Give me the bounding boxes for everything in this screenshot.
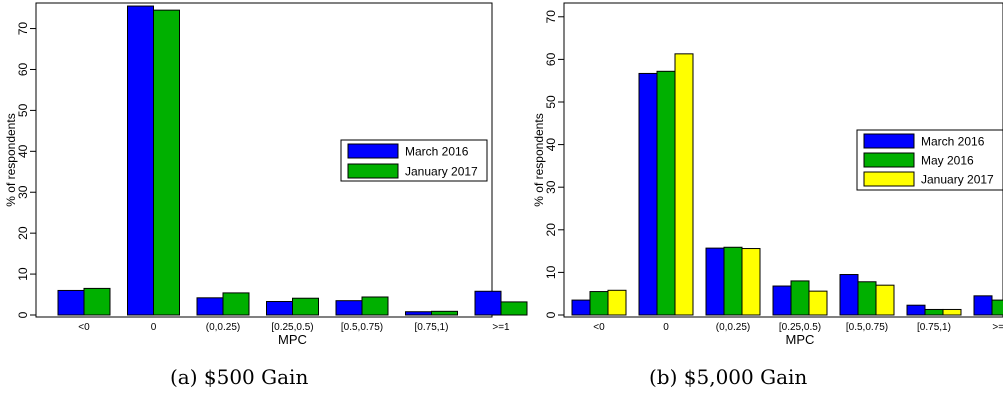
x-axis-label: MPC	[786, 332, 815, 347]
bar	[405, 311, 432, 316]
y-tick-label: 70	[544, 10, 558, 24]
bar	[741, 248, 761, 316]
bar	[705, 247, 725, 316]
legend: March 2016 May 2016 January 2017	[856, 129, 1003, 191]
y-tick-label: 0	[16, 311, 30, 318]
legend-label: January 2017	[405, 165, 478, 179]
x-tick-label: [0.25,0.5)	[779, 322, 821, 333]
legend-label: May 2016	[921, 154, 974, 168]
y-tick-label: 20	[16, 226, 30, 240]
bar	[857, 281, 877, 316]
y-tick-label: 50	[16, 103, 30, 117]
bar	[83, 287, 111, 316]
caption-a: (a) $500 Gain	[170, 365, 309, 389]
x-axis-label: MPC	[278, 332, 307, 347]
caption-b: (b) $5,000 Gain	[649, 365, 808, 389]
bar	[808, 290, 828, 316]
x-tick-label: 0	[151, 322, 157, 333]
legend-label: March 2016	[921, 135, 985, 149]
bar	[991, 299, 1003, 316]
bar	[431, 310, 458, 316]
y-tick-label: 70	[16, 22, 30, 36]
bar	[723, 246, 743, 316]
plot-frame	[563, 2, 1003, 318]
bar	[638, 72, 658, 316]
bar	[474, 290, 502, 316]
x-tick-label: (0,0.25)	[716, 322, 750, 333]
x-tick-label: <0	[78, 322, 90, 333]
bar	[222, 292, 250, 316]
x-tick-label: 0	[663, 322, 669, 333]
bar	[292, 297, 319, 316]
x-tick-label: [0.25,0.5)	[271, 322, 313, 333]
plot-frame	[35, 2, 493, 318]
bar	[153, 9, 180, 316]
y-tick-label: 20	[544, 223, 558, 237]
y-tick-label: 0	[544, 311, 558, 318]
legend-swatch	[347, 163, 399, 179]
bar	[127, 5, 154, 316]
legend-swatch	[863, 152, 915, 168]
bar	[500, 301, 528, 316]
legend-label: March 2016	[405, 145, 469, 159]
y-tick-label: 40	[16, 144, 30, 158]
bar	[839, 274, 859, 316]
legend-swatch	[863, 133, 915, 149]
bar	[790, 280, 810, 316]
bar	[57, 289, 85, 316]
x-tick-label: [0.5,0.75)	[846, 322, 888, 333]
y-axis-label: % of respondents	[4, 113, 18, 206]
y-tick-label: 10	[544, 265, 558, 279]
x-tick-label: [0.5,0.75)	[341, 322, 383, 333]
chart-b: 0 10 20 30 40 50 60 70 % of respondents <0 0 (0,0.2…	[532, 2, 1003, 347]
bar	[335, 300, 363, 316]
bar	[772, 285, 792, 316]
legend-swatch	[347, 143, 399, 159]
x-tick-label: <0	[593, 322, 605, 333]
chart-a: 0 10 20 30 40 50 60 70 % of respondents <0 0 (0,0.2…	[4, 2, 528, 347]
y-tick-label: 50	[544, 95, 558, 109]
bar	[656, 70, 676, 316]
bar	[875, 284, 895, 316]
y-tick-label: 30	[544, 180, 558, 194]
legend-swatch	[863, 171, 915, 187]
bar	[942, 308, 962, 316]
y-tick-label: 10	[16, 267, 30, 281]
bar	[196, 297, 224, 316]
x-tick-label: >=1	[992, 322, 1003, 333]
y-axis-label: % of respondents	[532, 113, 546, 206]
bar	[589, 291, 609, 316]
y-tick-label: 60	[544, 52, 558, 66]
bar	[973, 295, 993, 316]
x-tick-label: [0.75,1)	[415, 322, 449, 333]
x-tick-label: [0.75,1)	[917, 322, 951, 333]
y-tick-label: 30	[16, 185, 30, 199]
bar	[266, 300, 293, 316]
bar	[607, 289, 627, 316]
y-tick-label: 40	[544, 138, 558, 152]
x-tick-label: (0,0.25)	[206, 322, 240, 333]
bar	[674, 53, 694, 316]
legend-label: January 2017	[921, 173, 994, 187]
bar	[924, 308, 944, 316]
legend: March 2016 January 2017	[340, 139, 488, 182]
y-tick-label: 60	[16, 62, 30, 76]
bar	[906, 304, 926, 316]
x-tick-label: >=1	[492, 322, 510, 333]
bar	[571, 299, 591, 316]
bar	[361, 296, 389, 316]
